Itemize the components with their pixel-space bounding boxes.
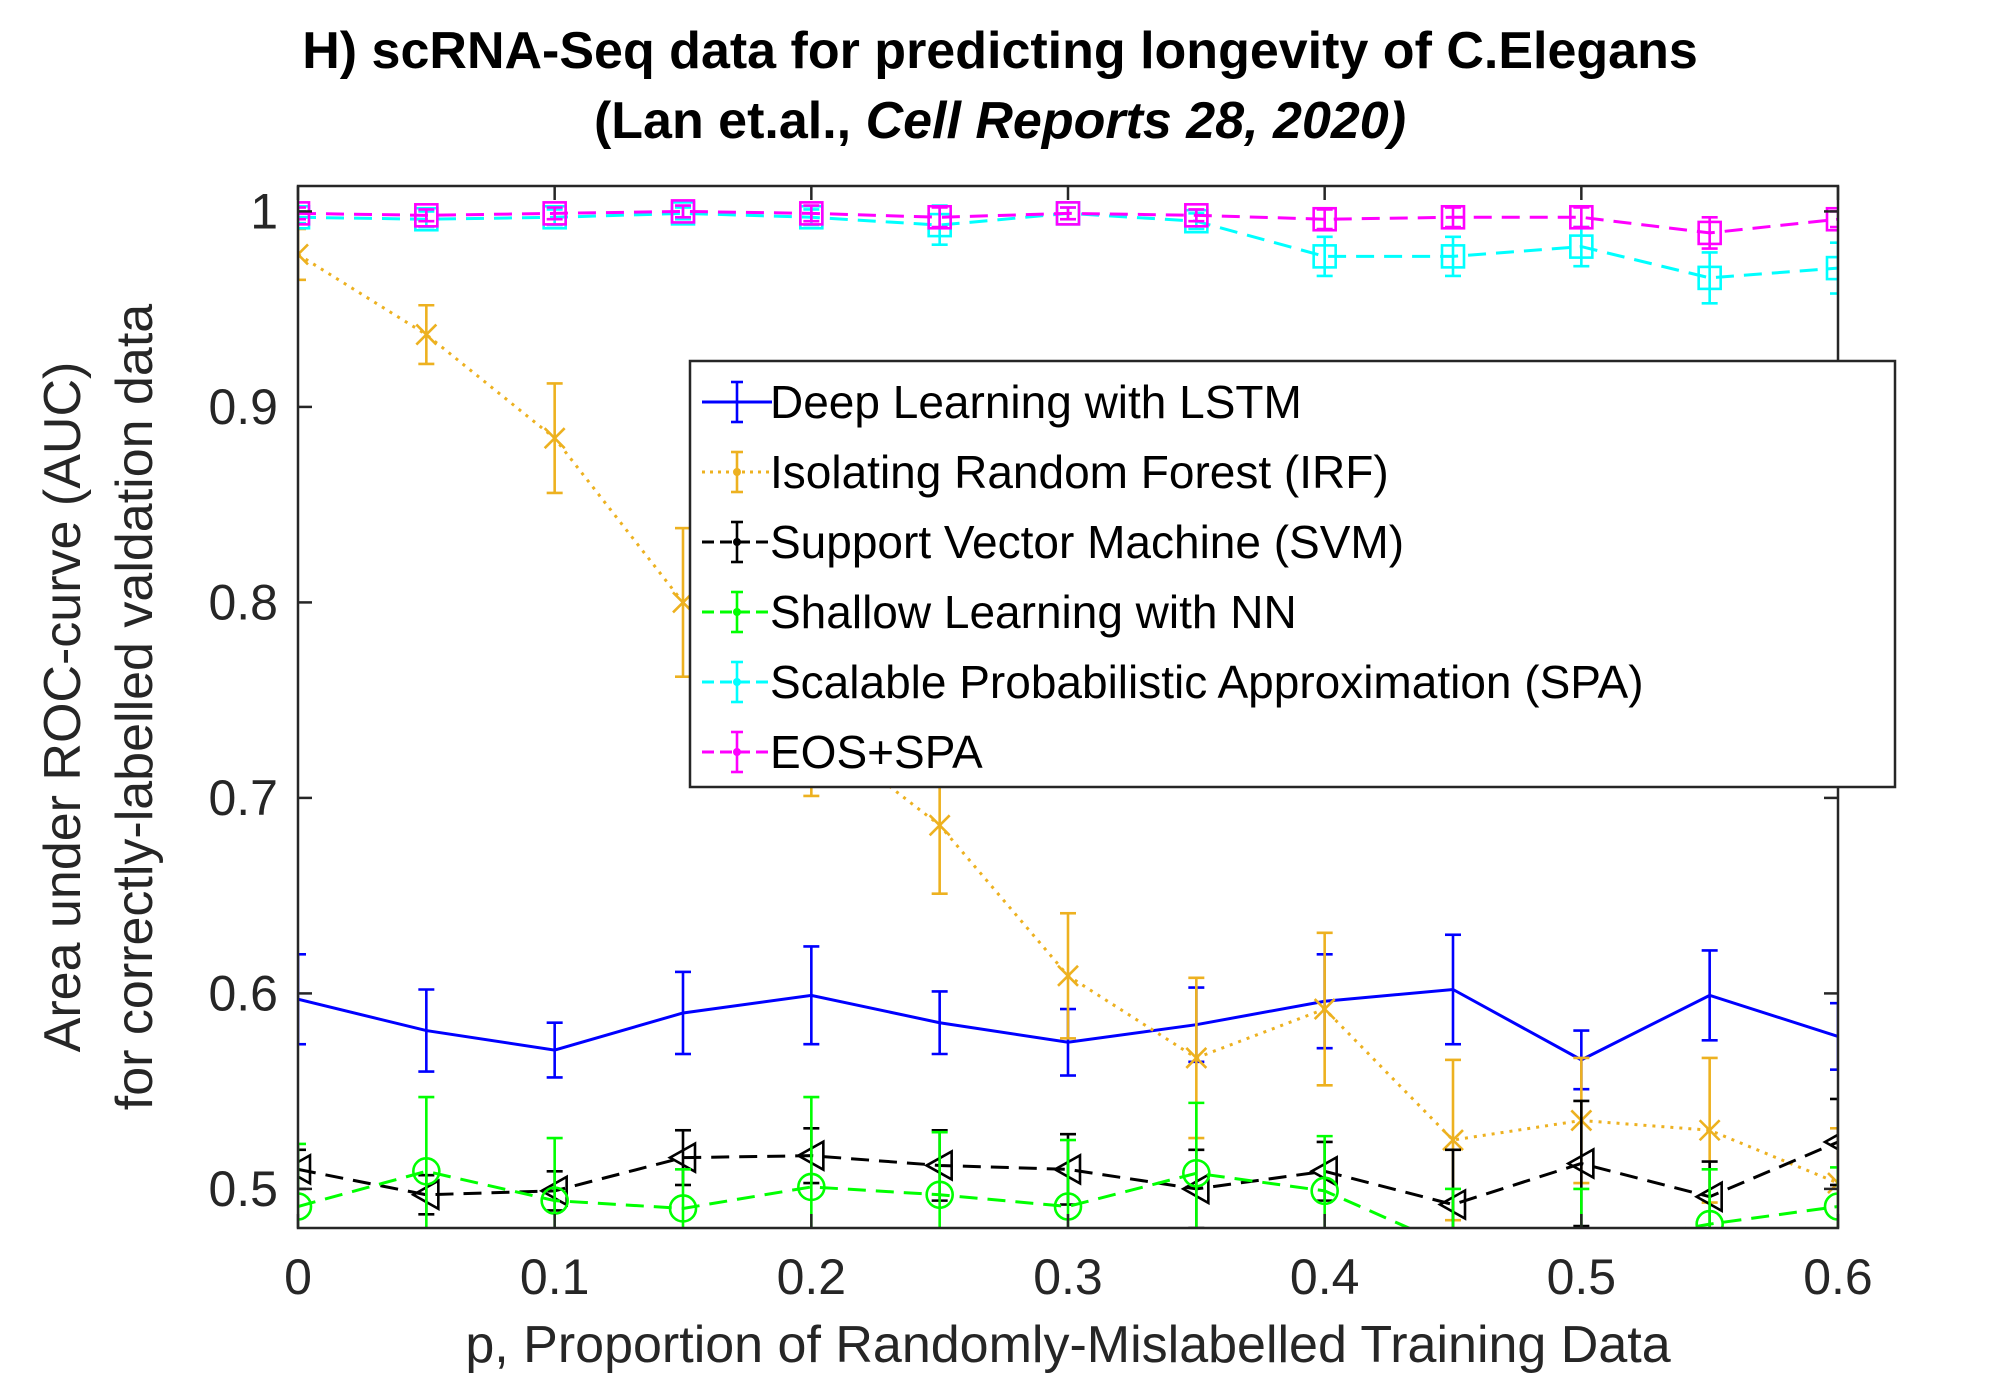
data-point	[1697, 220, 1722, 246]
data-point	[797, 1172, 826, 1202]
data-point	[543, 427, 566, 450]
legend-item: Shallow Learning with NN	[702, 586, 1297, 638]
data-point	[1440, 204, 1466, 230]
x-tick-label: 0.2	[777, 1249, 847, 1305]
data-point	[298, 243, 309, 266]
legend-item: Support Vector Machine (SVM)	[702, 516, 1404, 568]
series-2	[298, 1097, 1838, 1228]
legend-marker	[733, 538, 741, 546]
data-point	[670, 199, 696, 224]
legend-item: EOS+SPA	[702, 726, 983, 778]
series-5	[298, 199, 1838, 250]
data-point	[1825, 255, 1838, 281]
legend-marker	[733, 608, 741, 616]
data-point	[1440, 244, 1466, 269]
x-tick-label: 0	[284, 1249, 312, 1305]
chart-title-line2-prefix: (Lan et.al.,	[594, 92, 866, 150]
data-point	[414, 203, 439, 228]
y-tick-label: 0.7	[208, 770, 278, 826]
y-tick-label: 0.6	[208, 965, 278, 1021]
data-point	[1313, 998, 1336, 1020]
data-point	[298, 1153, 312, 1186]
x-tick-label: 0.5	[1547, 1249, 1617, 1305]
data-point	[1055, 201, 1081, 226]
legend-label: Shallow Learning with NN	[770, 586, 1297, 638]
y-axis-label-line2: for correctly-labelled valdation data	[106, 304, 164, 1111]
data-point	[1823, 1192, 1838, 1221]
series-3	[298, 1095, 1838, 1228]
data-point	[925, 1180, 954, 1210]
data-point	[1312, 244, 1337, 269]
data-point	[1569, 204, 1594, 230]
y-tick-label: 0.9	[208, 379, 278, 435]
y-tick-label: 0.5	[208, 1161, 278, 1217]
legend-label: EOS+SPA	[770, 726, 983, 778]
series-layer	[298, 199, 1838, 1228]
data-point	[412, 1157, 441, 1186]
data-point	[542, 201, 567, 226]
data-point	[1312, 206, 1337, 232]
data-point	[1310, 1176, 1339, 1206]
legend-box	[688, 359, 1897, 789]
data-point	[298, 201, 311, 226]
chart-title-line2: (Lan et.al., Cell Reports 28, 2020)	[594, 92, 1406, 150]
chart-title-line1: H) scRNA-Seq data for predicting longevi…	[302, 22, 1698, 80]
legend-label: Scalable Probabilistic Approximation (SP…	[770, 656, 1644, 708]
data-point	[668, 1194, 698, 1223]
data-point	[1698, 1119, 1721, 1142]
data-point	[1442, 1129, 1464, 1151]
data-point	[1185, 1047, 1208, 1069]
data-point	[1569, 234, 1594, 259]
x-tick-label: 0.4	[1290, 1249, 1360, 1305]
data-point	[927, 204, 952, 230]
data-point	[1057, 964, 1079, 987]
data-point	[1825, 206, 1838, 232]
data-point	[298, 1192, 313, 1221]
chart-title-line2-italic: Cell Reports 28, 2020)	[866, 92, 1406, 150]
data-point	[928, 814, 951, 837]
data-point	[540, 1186, 569, 1215]
legend-label: Isolating Random Forest (IRF)	[770, 446, 1389, 498]
legend-marker	[733, 748, 741, 756]
legend-label: Deep Learning with LSTM	[770, 376, 1302, 428]
data-point	[667, 1141, 697, 1174]
data-point	[1184, 203, 1209, 228]
legend-marker	[733, 678, 741, 686]
data-point	[1565, 1147, 1595, 1180]
legend-item: Scalable Probabilistic Approximation (SP…	[702, 656, 1644, 708]
data-point	[1182, 1158, 1211, 1188]
legend-marker	[733, 468, 741, 476]
legend: Deep Learning with LSTM Isolating Random …	[688, 359, 1897, 789]
legend-item: Deep Learning with LSTM	[702, 376, 1302, 428]
x-axis-label: p, Proportion of Randomly-Mislabelled Tr…	[465, 1316, 1670, 1374]
y-tick-label: 1	[250, 183, 278, 239]
x-tick-label: 0.6	[1803, 1249, 1873, 1305]
x-tick-label: 0.3	[1033, 1249, 1103, 1305]
data-point	[1697, 265, 1722, 291]
ticks-layer: 0 0.1 0.2 0.3 0.4 0.5 0.6 0.5 0.6 0.7 0.8 0.9 1	[208, 183, 1872, 1305]
data-point	[415, 323, 438, 346]
data-point	[1695, 1209, 1724, 1228]
y-tick-label: 0.8	[208, 574, 278, 630]
legend-label: Support Vector Machine (SVM)	[770, 516, 1404, 568]
y-axis-label-line1: Area under ROC-curve (AUC)	[34, 362, 92, 1053]
data-point	[799, 201, 824, 226]
legend-item: Isolating Random Forest (IRF)	[702, 446, 1389, 498]
x-tick-label: 0.1	[520, 1249, 590, 1305]
